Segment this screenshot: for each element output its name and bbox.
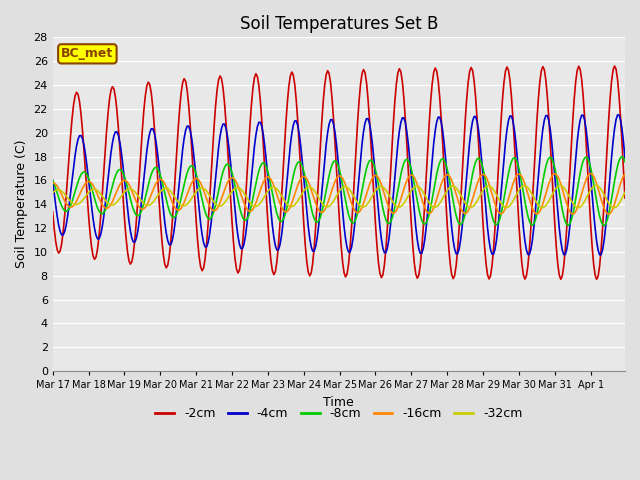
Legend: -2cm, -4cm, -8cm, -16cm, -32cm: -2cm, -4cm, -8cm, -16cm, -32cm xyxy=(150,402,527,425)
Y-axis label: Soil Temperature (C): Soil Temperature (C) xyxy=(15,140,28,268)
X-axis label: Time: Time xyxy=(323,396,354,408)
Title: Soil Temperatures Set B: Soil Temperatures Set B xyxy=(239,15,438,33)
Text: BC_met: BC_met xyxy=(61,48,113,60)
